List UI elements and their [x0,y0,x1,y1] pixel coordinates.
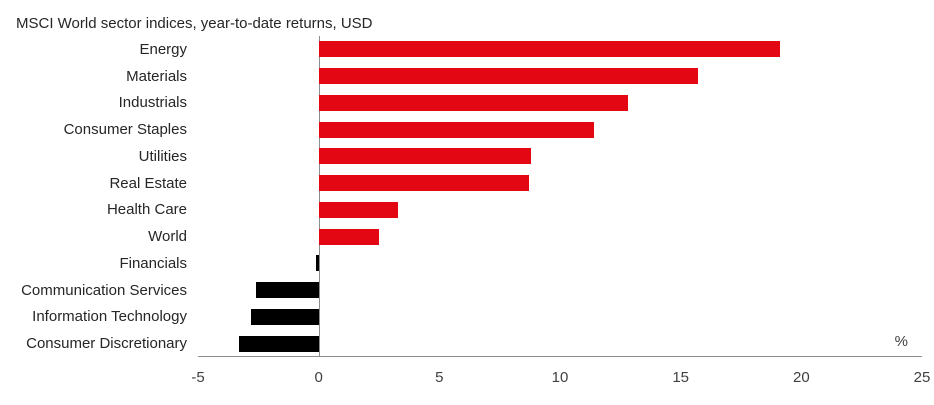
bar [255,282,319,299]
category-label: Consumer Staples [63,121,187,139]
x-tick-label: 0 [314,369,323,386]
category-label: Materials [126,67,187,85]
x-tick-label: -5 [191,369,205,386]
bar-row: Utilities [0,143,934,170]
bar [318,94,628,111]
bar-track [198,308,922,325]
category-label: Utilities [138,147,187,165]
bar-track [198,175,922,192]
bar [318,121,594,138]
bar-track [198,94,922,111]
category-label: Energy [139,40,187,58]
category-label: Information Technology [32,308,187,326]
bar-track [198,201,922,218]
bar-row: Health Care [0,197,934,224]
bar-track [198,255,922,272]
bar-row: Consumer Staples [0,116,934,143]
category-label: World [148,228,187,246]
bar-row: Real Estate [0,170,934,197]
bar-row: Industrials [0,90,934,117]
bar [318,68,698,85]
x-tick-label: 5 [435,369,444,386]
bar-track [198,41,922,58]
category-label: Consumer Discretionary [26,335,187,353]
category-label: Health Care [106,201,187,219]
x-tick-label: 25 [913,369,931,386]
bar-row: World [0,223,934,250]
x-tick-label: 15 [672,369,689,386]
bar-track [198,228,922,245]
bar [318,201,399,218]
category-label: Financials [119,254,187,272]
bar [251,308,319,325]
x-tick-label: 10 [551,369,569,386]
bar [318,148,532,165]
bar-track [198,148,922,165]
bar [318,228,379,245]
bar-row: Information Technology [0,304,934,331]
bar-row: Materials [0,63,934,90]
bar-row: Communication Services [0,277,934,304]
bar-row: Energy [0,36,934,63]
x-axis-ticks: -5 0 5 10 15 20 25 [191,369,930,391]
bar-rows: Energy Materials Industrials Consumer Stapl… [0,36,934,357]
category-label: Real Estate [109,174,187,192]
category-label: Industrials [118,94,187,112]
bar-track [198,282,922,299]
bar [318,41,780,58]
bar-track [198,335,922,352]
category-label: Communication Services [21,281,187,299]
bar-track [198,121,922,138]
bar [318,175,529,192]
bar [239,335,319,352]
chart-title: MSCI World sector indices, year-to-date … [16,15,373,32]
bar-track [198,68,922,85]
bar-row: Consumer Discretionary [0,330,934,357]
bar [316,255,319,272]
bar-row: Financials [0,250,934,277]
x-tick-label: 20 [792,369,810,386]
